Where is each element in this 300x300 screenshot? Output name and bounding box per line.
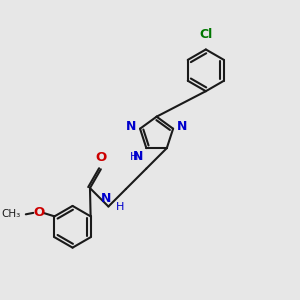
Text: Cl: Cl (199, 28, 212, 41)
Text: N: N (101, 192, 111, 205)
Text: CH₃: CH₃ (1, 209, 21, 219)
Text: N: N (177, 120, 188, 133)
Text: O: O (95, 151, 106, 164)
Text: O: O (33, 206, 44, 219)
Text: H: H (130, 152, 138, 162)
Text: H: H (116, 202, 124, 212)
Text: N: N (126, 120, 136, 133)
Text: N: N (133, 150, 143, 163)
